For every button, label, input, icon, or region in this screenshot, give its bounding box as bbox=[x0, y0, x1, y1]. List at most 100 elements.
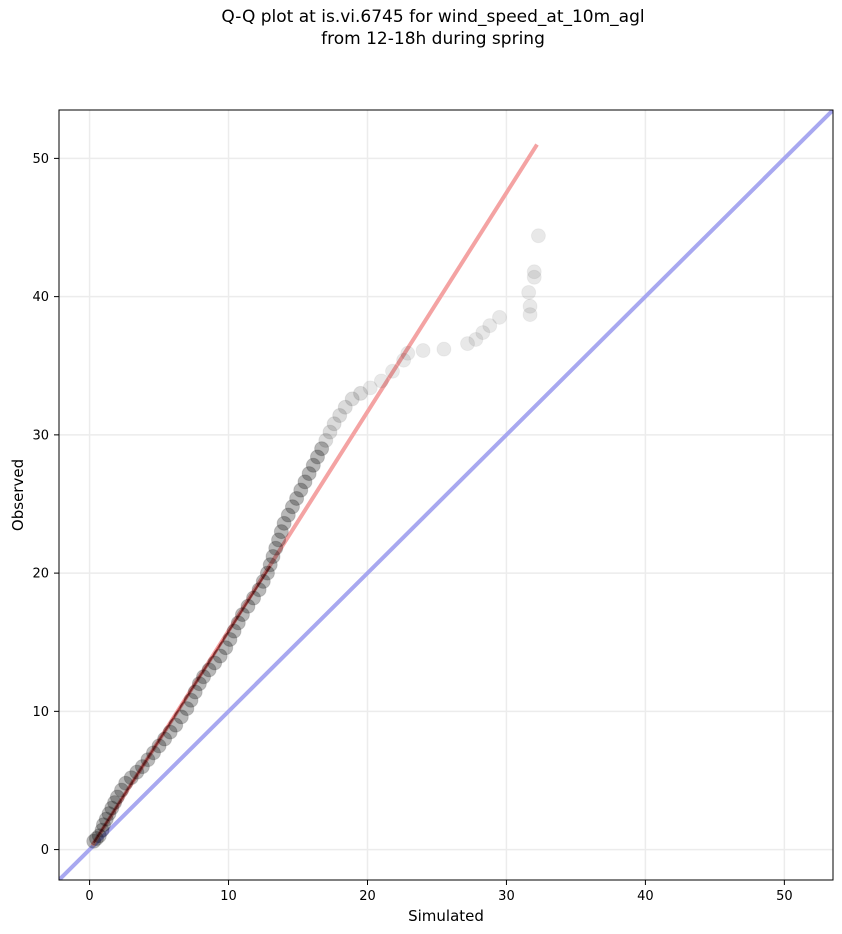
y-tick-label: 40 bbox=[32, 290, 49, 305]
x-axis-ticks: 0 10 20 30 40 50 bbox=[85, 880, 793, 904]
data-point bbox=[526, 264, 542, 280]
data-point bbox=[168, 717, 184, 733]
y-tick-label: 50 bbox=[32, 152, 49, 167]
data-point bbox=[530, 228, 546, 244]
data-point bbox=[475, 325, 491, 341]
data-point bbox=[314, 441, 330, 457]
y-tick-label: 20 bbox=[32, 567, 49, 582]
data-point bbox=[234, 607, 250, 623]
data-point bbox=[191, 676, 207, 692]
data-point bbox=[526, 269, 542, 285]
data-point bbox=[187, 684, 203, 700]
data-point bbox=[226, 623, 242, 639]
data-point bbox=[196, 669, 212, 685]
data-point bbox=[162, 724, 178, 740]
title-line-2: from 12-18h during spring bbox=[321, 29, 545, 49]
y-tick-label: 10 bbox=[32, 705, 49, 720]
data-point bbox=[436, 341, 452, 357]
grid bbox=[59, 110, 833, 880]
data-point bbox=[332, 408, 348, 424]
data-point bbox=[134, 759, 150, 775]
x-axis-label: Simulated bbox=[408, 907, 484, 925]
data-point bbox=[86, 833, 102, 849]
data-point bbox=[280, 507, 296, 523]
data-point bbox=[491, 309, 507, 325]
y-tick-label: 30 bbox=[32, 428, 49, 443]
x-tick-label: 30 bbox=[498, 889, 515, 904]
data-point bbox=[246, 590, 262, 606]
data-point bbox=[109, 789, 125, 805]
data-point bbox=[114, 782, 130, 798]
data-point bbox=[259, 565, 275, 581]
identity-line bbox=[59, 110, 833, 880]
data-point bbox=[482, 318, 498, 334]
data-point bbox=[107, 795, 123, 811]
data-point bbox=[271, 532, 287, 548]
data-point bbox=[522, 298, 538, 314]
data-point bbox=[222, 631, 238, 647]
data-point bbox=[89, 831, 105, 847]
data-point bbox=[265, 549, 281, 565]
data-point bbox=[362, 380, 378, 396]
x-tick-label: 20 bbox=[359, 889, 376, 904]
data-point bbox=[91, 828, 107, 844]
data-point bbox=[460, 336, 476, 352]
data-point bbox=[284, 499, 300, 515]
data-point bbox=[268, 540, 284, 556]
x-tick-label: 0 bbox=[85, 889, 93, 904]
data-point bbox=[101, 806, 117, 822]
data-point bbox=[353, 385, 369, 401]
data-point bbox=[157, 731, 173, 747]
data-point bbox=[140, 752, 156, 768]
data-point bbox=[240, 598, 256, 614]
data-point bbox=[262, 557, 278, 573]
data-point bbox=[273, 524, 289, 540]
title-line-1: Q-Q plot at is.vi.6745 for wind_speed_at… bbox=[221, 7, 645, 27]
data-point bbox=[309, 449, 325, 465]
data-point bbox=[212, 648, 228, 664]
x-tick-label: 40 bbox=[637, 889, 654, 904]
data-point bbox=[322, 424, 338, 440]
data-point bbox=[173, 709, 189, 725]
data-point bbox=[293, 482, 309, 498]
y-tick-label: 0 bbox=[41, 843, 49, 858]
data-point bbox=[400, 345, 416, 361]
data-point bbox=[301, 466, 317, 482]
data-point bbox=[468, 331, 484, 347]
data-point bbox=[337, 399, 353, 415]
data-point bbox=[145, 745, 161, 761]
data-point bbox=[151, 738, 167, 754]
y-axis-label: Observed bbox=[9, 459, 27, 531]
reference-lines bbox=[59, 110, 833, 880]
chart-title: Q-Q plot at is.vi.6745 for wind_speed_at… bbox=[0, 6, 842, 50]
data-point bbox=[305, 457, 321, 473]
data-point bbox=[276, 515, 292, 531]
data-point bbox=[385, 363, 401, 379]
data-point bbox=[318, 432, 334, 448]
data-points bbox=[86, 228, 546, 849]
data-point bbox=[373, 373, 389, 389]
data-point bbox=[230, 615, 246, 631]
data-point bbox=[218, 640, 234, 656]
data-point bbox=[201, 662, 217, 678]
data-point bbox=[326, 416, 342, 432]
plot-frame bbox=[58, 109, 834, 881]
data-point bbox=[123, 770, 139, 786]
y-axis-ticks: 0 10 20 30 40 50 bbox=[32, 152, 59, 858]
data-point bbox=[118, 775, 134, 791]
data-point bbox=[179, 701, 195, 717]
data-point bbox=[207, 655, 223, 671]
data-point bbox=[255, 573, 271, 589]
data-point bbox=[98, 811, 114, 827]
data-point bbox=[396, 352, 412, 368]
data-point bbox=[251, 582, 267, 598]
x-tick-label: 50 bbox=[776, 889, 793, 904]
data-point bbox=[104, 800, 120, 816]
data-point bbox=[297, 474, 313, 490]
data-point bbox=[415, 343, 431, 359]
data-point bbox=[183, 692, 199, 708]
data-point bbox=[522, 307, 538, 323]
data-point bbox=[95, 817, 111, 833]
data-point bbox=[289, 490, 305, 506]
